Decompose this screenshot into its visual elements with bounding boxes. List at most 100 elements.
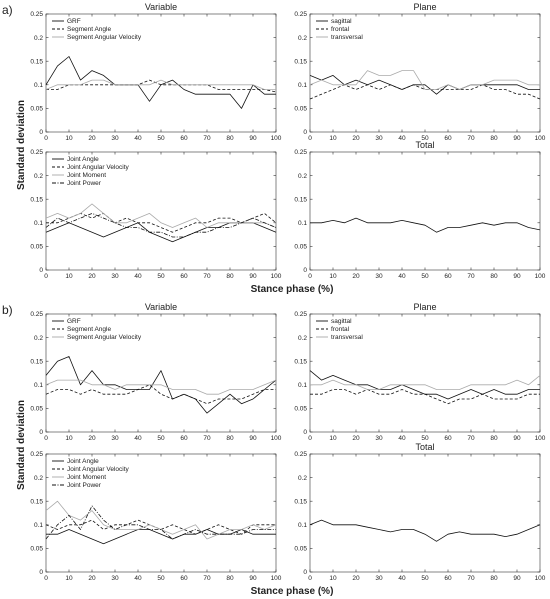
- legend-entry: Joint Moment: [67, 474, 106, 481]
- x-tick-label: 0: [308, 575, 312, 582]
- x-tick-label: 40: [398, 435, 406, 442]
- y-axis-label-a: Standard deviation: [16, 100, 27, 190]
- legend-entry: Joint Angle: [67, 156, 99, 163]
- x-tick-label: 50: [157, 575, 165, 582]
- panel-label-b: b): [2, 303, 13, 317]
- panel-title: Plane: [413, 2, 436, 12]
- x-tick-label: 10: [329, 435, 337, 442]
- x-tick-label: 90: [513, 435, 521, 442]
- y-tick-label: 0: [39, 569, 43, 576]
- x-tick-label: 70: [467, 575, 475, 582]
- series-line-grf: [45, 356, 277, 414]
- y-tick-label: 0.2: [34, 35, 43, 42]
- x-tick-label: 80: [226, 435, 234, 442]
- chart-panel-4: Variable 0 10 20 30 40 50 60 70 80 90 100 0 0.05 0.1 0.…: [30, 302, 281, 442]
- y-tick-label: 0.25: [30, 11, 43, 18]
- legend-entry: Joint Power: [67, 180, 102, 187]
- x-tick-label: 90: [513, 135, 521, 142]
- chart-panel-6: 0 10 20 30 40 50 60 70 80 90 100 0 0.05 0.1 0.15 0.2 0.2…: [30, 451, 281, 582]
- x-tick-label: 50: [157, 435, 165, 442]
- x-tick-label: 0: [44, 435, 48, 442]
- x-tick-label: 30: [375, 273, 383, 280]
- x-tick-label: 10: [65, 435, 73, 442]
- x-tick-label: 90: [249, 435, 257, 442]
- x-tick-label: 40: [134, 435, 142, 442]
- y-tick-label: 0.15: [294, 196, 307, 203]
- series-line-sagittal: [309, 75, 540, 95]
- x-tick-label: 50: [421, 575, 429, 582]
- y-tick-label: 0.1: [34, 382, 43, 389]
- panel-title: Variable: [145, 302, 177, 312]
- legend-entry: Joint Angular Velocity: [67, 164, 130, 171]
- x-tick-label: 60: [180, 435, 188, 442]
- y-tick-label: 0.15: [294, 358, 307, 365]
- x-tick-label: 70: [467, 435, 475, 442]
- x-tick-label: 0: [44, 273, 48, 280]
- x-tick-label: 40: [398, 575, 406, 582]
- y-tick-label: 0.15: [30, 358, 43, 365]
- series-line-joint-angular-velocity: [46, 212, 277, 233]
- x-tick-label: 30: [375, 135, 383, 142]
- chart-panel-5: Plane 0 10 20 30 40 50 60 70 80 90 100 0 0.05 0.1 0.15 0…: [294, 302, 545, 442]
- y-tick-label: 0: [39, 267, 43, 274]
- y-tick-label: 0.1: [298, 522, 307, 529]
- y-tick-label: 0.15: [30, 196, 43, 203]
- legend-entry: GRF: [67, 18, 81, 25]
- x-tick-label: 50: [421, 273, 429, 280]
- x-tick-label: 20: [352, 273, 360, 280]
- y-tick-label: 0.25: [30, 451, 43, 458]
- x-tick-label: 30: [111, 135, 119, 142]
- y-tick-label: 0: [303, 267, 307, 274]
- x-tick-label: 60: [444, 575, 452, 582]
- x-tick-label: 40: [398, 273, 406, 280]
- x-tick-label: 90: [249, 273, 257, 280]
- legend-entry: Joint Moment: [67, 172, 106, 179]
- y-tick-label: 0.2: [298, 173, 307, 180]
- x-tick-label: 10: [329, 273, 337, 280]
- x-tick-label: 100: [271, 273, 282, 280]
- y-tick-label: 0.1: [34, 522, 43, 529]
- plot-frame: [309, 453, 541, 573]
- x-tick-label: 100: [271, 135, 282, 142]
- y-tick-label: 0: [39, 429, 43, 436]
- series-line-joint-angle: [46, 529, 276, 545]
- x-tick-label: 20: [88, 435, 96, 442]
- legend-entry: Segment Angular Velocity: [67, 34, 142, 41]
- series-line-total: [310, 217, 541, 233]
- y-tick-label: 0.2: [298, 335, 307, 342]
- legend-entry: frontal: [331, 326, 350, 333]
- legend-entry: transversal: [331, 334, 363, 341]
- x-tick-label: 100: [271, 575, 282, 582]
- x-tick-label: 70: [203, 435, 211, 442]
- legend-entry: Segment Angle: [67, 26, 111, 33]
- series-line-transversal: [309, 70, 540, 90]
- x-tick-label: 20: [352, 435, 360, 442]
- panel-title: Total: [415, 140, 434, 150]
- series-line-segment-angular-velocity: [45, 379, 277, 395]
- x-axis-label-a: Stance phase (%): [251, 284, 334, 295]
- x-tick-label: 40: [134, 135, 142, 142]
- x-tick-label: 0: [308, 273, 312, 280]
- chart-panel-1: Plane 0 10 20 30 40 50 60 70 80 90 100 0 0.05 0.1 0.15 0…: [294, 2, 545, 142]
- x-tick-label: 60: [444, 435, 452, 442]
- legend-entry: Joint Angle: [67, 458, 99, 465]
- x-tick-label: 0: [308, 135, 312, 142]
- series-line-segment-angular-velocity: [45, 79, 276, 90]
- series-line-frontal: [310, 389, 540, 405]
- x-tick-label: 60: [444, 135, 452, 142]
- x-tick-label: 80: [226, 273, 234, 280]
- chart-panel-3: Total 0 10 20 30 40 50 60 70 80 90 100 0 0.05 0.1 0.15 0…: [294, 140, 545, 280]
- y-axis-label-b: Standard deviation: [16, 400, 27, 490]
- x-tick-label: 80: [226, 135, 234, 142]
- legend-entry: sagittal: [331, 318, 352, 325]
- x-tick-label: 50: [421, 135, 429, 142]
- x-tick-label: 30: [111, 575, 119, 582]
- y-tick-label: 0.2: [34, 335, 43, 342]
- y-tick-label: 0.05: [30, 106, 43, 113]
